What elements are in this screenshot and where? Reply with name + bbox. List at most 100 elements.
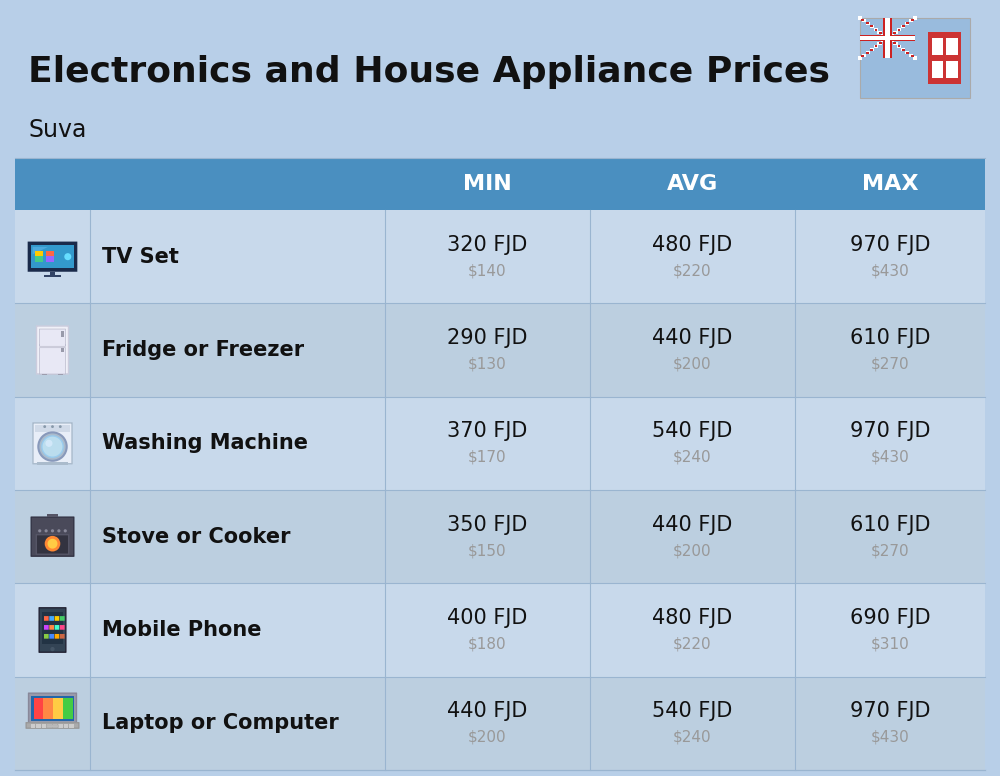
Bar xyxy=(902,49,905,50)
Bar xyxy=(906,23,909,24)
FancyBboxPatch shape xyxy=(26,722,79,728)
Bar xyxy=(932,37,958,78)
Bar xyxy=(870,49,873,50)
Text: 480 FJD: 480 FJD xyxy=(652,608,733,628)
Bar xyxy=(866,50,870,54)
Bar xyxy=(885,36,890,40)
FancyBboxPatch shape xyxy=(31,517,74,556)
Text: $270: $270 xyxy=(871,356,909,372)
Text: $150: $150 xyxy=(468,543,507,558)
Text: MIN: MIN xyxy=(463,174,512,194)
Bar xyxy=(902,26,905,27)
Bar xyxy=(928,33,961,84)
Bar xyxy=(858,16,862,19)
Bar xyxy=(905,50,909,54)
Text: 480 FJD: 480 FJD xyxy=(652,234,733,255)
Bar xyxy=(15,158,985,210)
Bar xyxy=(15,303,985,397)
Bar xyxy=(898,46,900,47)
Bar xyxy=(909,54,913,57)
Bar xyxy=(50,272,55,276)
Circle shape xyxy=(64,253,71,260)
Circle shape xyxy=(45,529,48,532)
Circle shape xyxy=(57,529,60,532)
Bar xyxy=(42,726,46,728)
Text: 970 FJD: 970 FJD xyxy=(850,702,930,722)
Text: 350 FJD: 350 FJD xyxy=(447,514,528,535)
Circle shape xyxy=(51,529,54,532)
Bar xyxy=(46,251,54,258)
Bar xyxy=(874,28,878,31)
Text: Electronics and House Appliance Prices: Electronics and House Appliance Prices xyxy=(28,55,830,89)
Circle shape xyxy=(43,425,46,428)
Bar xyxy=(36,726,41,728)
Bar xyxy=(932,55,958,61)
Circle shape xyxy=(45,536,60,552)
Bar xyxy=(897,45,901,48)
Text: $240: $240 xyxy=(673,450,712,465)
FancyBboxPatch shape xyxy=(39,608,66,652)
Text: AVG: AVG xyxy=(667,174,718,194)
Bar xyxy=(905,22,909,26)
Bar xyxy=(862,54,866,57)
Text: 290 FJD: 290 FJD xyxy=(447,328,528,348)
Bar xyxy=(15,677,985,770)
Bar xyxy=(893,42,898,45)
Bar xyxy=(885,36,890,40)
Bar xyxy=(860,36,915,40)
Circle shape xyxy=(43,437,62,456)
Bar xyxy=(885,36,890,40)
Bar xyxy=(911,55,914,57)
Bar xyxy=(35,251,43,258)
Bar xyxy=(866,52,869,54)
Polygon shape xyxy=(33,247,48,255)
Bar xyxy=(893,31,898,34)
Bar xyxy=(883,35,886,37)
Bar xyxy=(898,29,900,30)
FancyBboxPatch shape xyxy=(60,625,65,629)
Bar xyxy=(47,726,52,728)
Text: Mobile Phone: Mobile Phone xyxy=(102,620,262,640)
Bar xyxy=(885,36,890,40)
Bar xyxy=(901,25,905,28)
Text: Fridge or Freezer: Fridge or Freezer xyxy=(102,340,304,360)
Text: $200: $200 xyxy=(673,356,712,372)
Bar xyxy=(44,275,61,277)
FancyBboxPatch shape xyxy=(55,616,59,621)
Bar xyxy=(53,726,57,728)
Bar xyxy=(58,726,63,728)
Bar xyxy=(870,25,874,28)
Circle shape xyxy=(59,425,62,428)
Bar xyxy=(883,39,886,41)
Bar xyxy=(46,256,54,262)
Bar xyxy=(61,331,64,337)
FancyBboxPatch shape xyxy=(44,616,49,621)
Bar xyxy=(889,35,892,37)
Bar xyxy=(913,57,917,60)
Text: $200: $200 xyxy=(468,730,507,745)
Bar xyxy=(913,16,917,19)
Bar xyxy=(874,45,878,48)
Bar xyxy=(883,18,892,58)
Bar xyxy=(893,42,896,44)
Circle shape xyxy=(48,539,57,549)
Bar xyxy=(870,26,873,27)
Text: 440 FJD: 440 FJD xyxy=(652,514,733,535)
Text: $220: $220 xyxy=(673,263,712,278)
Bar xyxy=(881,33,886,36)
Text: 400 FJD: 400 FJD xyxy=(447,608,528,628)
Text: Stove or Cooker: Stove or Cooker xyxy=(102,527,290,546)
Bar xyxy=(861,55,864,57)
Bar xyxy=(69,724,74,726)
Bar xyxy=(34,698,43,719)
Bar xyxy=(911,19,914,21)
Text: 690 FJD: 690 FJD xyxy=(850,608,930,628)
Bar xyxy=(901,48,905,51)
Bar xyxy=(875,46,877,47)
Bar xyxy=(15,490,985,584)
Bar xyxy=(58,372,63,375)
Bar xyxy=(879,32,882,34)
Text: Washing Machine: Washing Machine xyxy=(102,433,308,453)
Bar xyxy=(15,210,985,303)
FancyBboxPatch shape xyxy=(37,326,68,374)
